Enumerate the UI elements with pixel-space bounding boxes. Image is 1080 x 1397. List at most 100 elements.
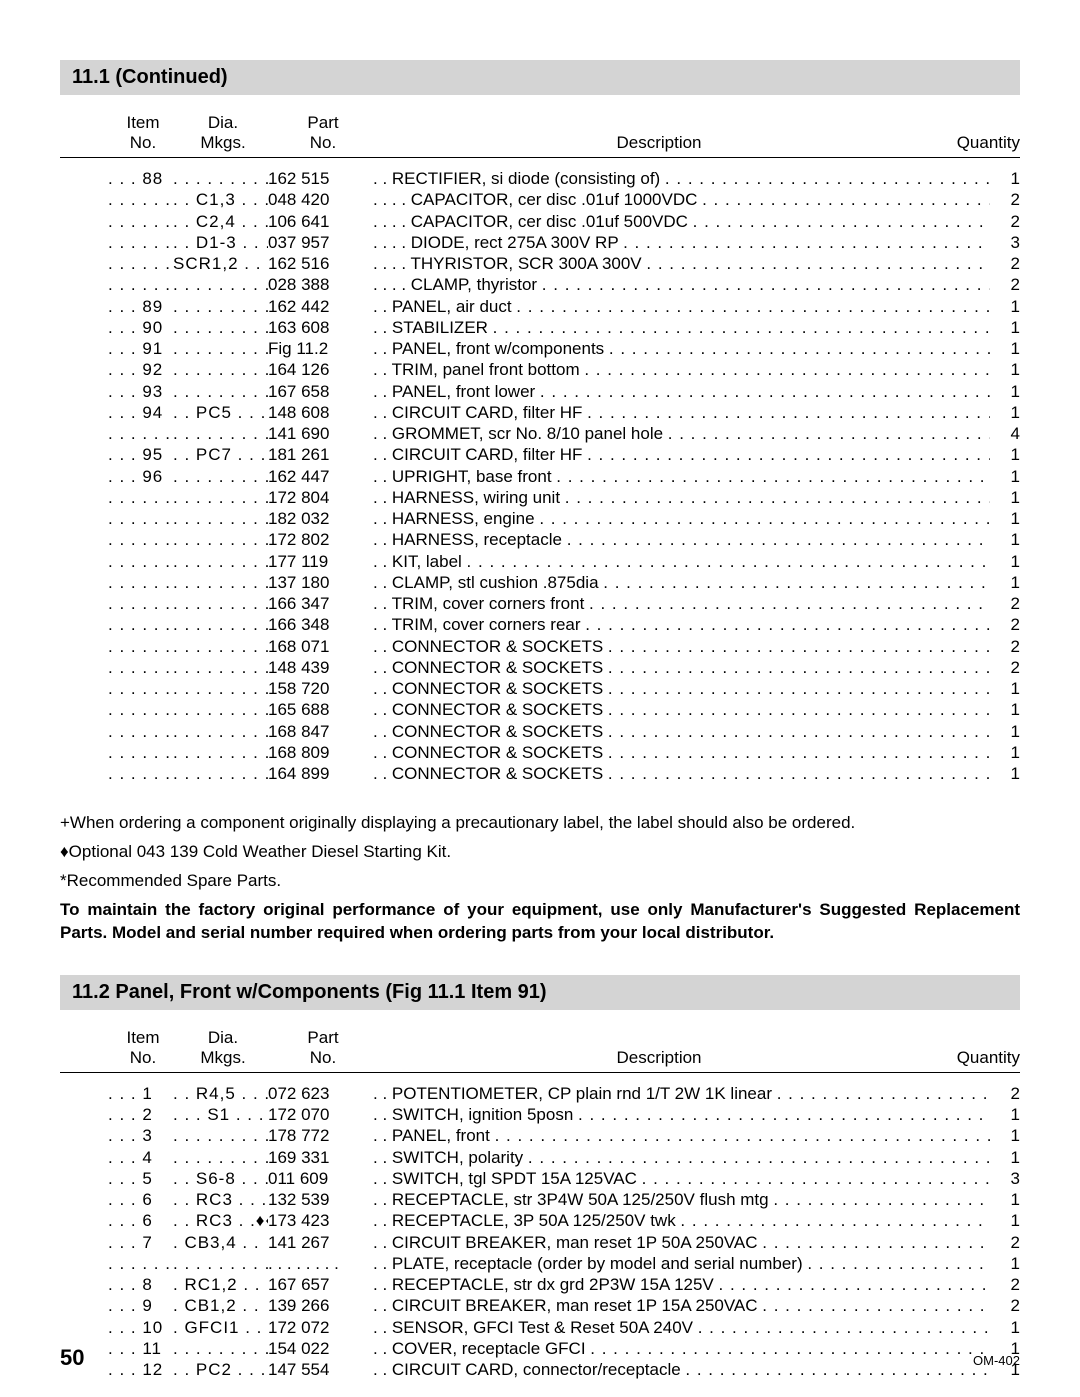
cell-desc: . . CONNECTOR & SOCKETS (373, 721, 990, 742)
cell-desc: . . . . THYRISTOR, SCR 300A 300V (373, 253, 990, 274)
cell-item: . . . 96 (108, 466, 173, 487)
cell-qty: 1 (990, 551, 1020, 572)
table-row: . . . . . . .. . . . . . . . . .028 388 … (108, 274, 1020, 295)
table-row: . . . . . . .. . D1-3 . . .037 957 . . .… (108, 232, 1020, 253)
cell-dia: . . RC3 . .♦♦ (173, 1210, 268, 1231)
cell-item: . . . 7 (108, 1232, 173, 1253)
cell-part: 182 032 (268, 508, 373, 529)
cell-desc: . . RECEPTACLE, str dx grd 2P3W 15A 125V (373, 1274, 990, 1295)
cell-part: 148 608 (268, 402, 373, 423)
table-row: . . . . . . .. . . . . . . . . .168 847 … (108, 721, 1020, 742)
cell-part: 172 804 (268, 487, 373, 508)
cell-item: . . . 8 (108, 1274, 173, 1295)
cell-part: 168 809 (268, 742, 373, 763)
cell-part: 177 119 (268, 551, 373, 572)
cell-part: 106 641 (268, 211, 373, 232)
cell-item: . . . . . . . (108, 721, 173, 742)
cell-part: 163 608 (268, 317, 373, 338)
cell-item: . . . . . . . (108, 614, 173, 635)
hdr-dia-line1: Dia. (178, 113, 268, 133)
cell-dia: . . PC5 . . . (173, 402, 268, 423)
cell-item: . . . 5 (108, 1168, 173, 1189)
cell-item: . . . . . . . (108, 508, 173, 529)
cell-qty: 1 (990, 721, 1020, 742)
cell-desc: . . PANEL, air duct (373, 296, 990, 317)
cell-item: . . . 92 (108, 359, 173, 380)
table-row: . . . . . . .. . . . . . . . . .177 119 … (108, 551, 1020, 572)
cell-part: 169 331 (268, 1147, 373, 1168)
cell-dia: . . . . . . . . . . (173, 338, 268, 359)
cell-part: 139 266 (268, 1295, 373, 1316)
cell-item: . . . 90 (108, 317, 173, 338)
cell-dia: . . C2,4 . . . (173, 211, 268, 232)
hdr2-dia-line2: Mkgs. (178, 1048, 268, 1068)
cell-qty: 1 (990, 742, 1020, 763)
table-row: . . . 94. . PC5 . . .148 608 . . CIRCUIT… (108, 402, 1020, 423)
cell-qty: 2 (990, 189, 1020, 210)
cell-desc: . . SWITCH, polarity (373, 1147, 990, 1168)
table-row: . . . . . . .. . . . . . . . . .172 804 … (108, 487, 1020, 508)
table-row: . . . 95. . PC7 . . .181 261 . . CIRCUIT… (108, 444, 1020, 465)
cell-qty: 1 (990, 296, 1020, 317)
cell-desc: . . PLATE, receptacle (order by model an… (373, 1253, 990, 1274)
table-row: . . . . . . .. . . . . . . . . .148 439 … (108, 657, 1020, 678)
table-row: . . . 5. . S6-8 . . .011 609 . . SWITCH,… (108, 1168, 1020, 1189)
cell-dia: . . . . . . . . . . (173, 742, 268, 763)
cell-dia: . . . . . . . . . . (173, 572, 268, 593)
cell-dia: . . . . . . . . .♦ (173, 1147, 268, 1168)
cell-qty: 1 (990, 763, 1020, 784)
hdr-item-line2: No. (108, 133, 178, 153)
cell-dia: . CB3,4 . . (173, 1232, 268, 1253)
cell-item: . . . 91 (108, 338, 173, 359)
cell-desc: . . CONNECTOR & SOCKETS (373, 678, 990, 699)
cell-qty: 2 (990, 1295, 1020, 1316)
cell-qty: 2 (990, 274, 1020, 295)
cell-item: . . . . . . . (108, 1253, 173, 1274)
cell-part: 172 072 (268, 1317, 373, 1338)
page-number: 50 (60, 1345, 84, 1371)
cell-desc: . . CONNECTOR & SOCKETS (373, 699, 990, 720)
table-row: . . . . . . .SCR1,2 . .162 516 . . . . T… (108, 253, 1020, 274)
cell-qty: 2 (990, 253, 1020, 274)
cell-part: 028 388 (268, 274, 373, 295)
cell-item: . . . 4 (108, 1147, 173, 1168)
cell-dia: . RC1,2 . . (173, 1274, 268, 1295)
cell-qty: 1 (990, 359, 1020, 380)
table-row: . . . . . . .. . . . . . . . . .164 899 … (108, 763, 1020, 784)
cell-desc: . . CLAMP, stl cushion .875dia (373, 572, 990, 593)
table-row: . . . 8. RC1,2 . .167 657 . . RECEPTACLE… (108, 1274, 1020, 1295)
hdr2-qty: Quantity (940, 1048, 1020, 1068)
table-row: . . . . . . .. . . . . . . . . .168 071 … (108, 636, 1020, 657)
cell-desc: . . . . DIODE, rect 275A 300V RP (373, 232, 990, 253)
cell-qty: 2 (990, 211, 1020, 232)
cell-desc: . . UPRIGHT, base front (373, 466, 990, 487)
cell-dia: . . . . . . . . . . (173, 466, 268, 487)
cell-dia: . . . . . . . . . . (173, 508, 268, 529)
cell-dia: . . C1,3 . . . (173, 189, 268, 210)
cell-dia: . . . . . . . . . . (173, 423, 268, 444)
table-row: . . . 90. . . . . . . . . .163 608 . . S… (108, 317, 1020, 338)
cell-part: 141 690 (268, 423, 373, 444)
cell-item: . . . . . . . (108, 487, 173, 508)
table-row: . . . . . . .. . . . . . . . . .141 690 … (108, 423, 1020, 444)
cell-qty: 1 (990, 487, 1020, 508)
cell-item: . . . . . . . (108, 699, 173, 720)
section-11-2-header: 11.2 Panel, Front w/Components (Fig 11.1… (60, 975, 1020, 1010)
cell-desc: . . TRIM, cover corners front (373, 593, 990, 614)
cell-dia: . . RC3 . . . (173, 1189, 268, 1210)
cell-item: . . . . . . . (108, 253, 173, 274)
hdr2-part-line1: Part (268, 1028, 378, 1048)
cell-item: . . . . . . . (108, 742, 173, 763)
cell-desc: . . CONNECTOR & SOCKETS (373, 636, 990, 657)
table-row: . . . 4. . . . . . . . .♦169 331 . . SWI… (108, 1147, 1020, 1168)
cell-part: 178 772 (268, 1125, 373, 1146)
hdr2-desc: Description (378, 1048, 940, 1068)
cell-part: 167 657 (268, 1274, 373, 1295)
cell-part: 148 439 (268, 657, 373, 678)
cell-part: 164 899 (268, 763, 373, 784)
table-row: . . . 88. . . . . . . . . .162 515 . . R… (108, 168, 1020, 189)
cell-part: 132 539 (268, 1189, 373, 1210)
table-row: . . . . . . .. . C2,4 . . .106 641 . . .… (108, 211, 1020, 232)
cell-qty: 2 (990, 1232, 1020, 1253)
cell-qty: 1 (990, 1147, 1020, 1168)
